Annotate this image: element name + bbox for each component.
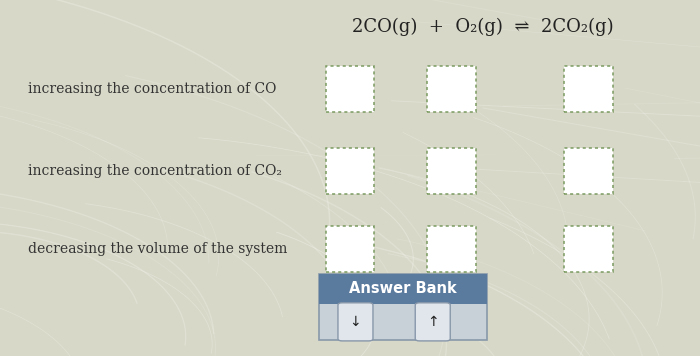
Bar [564,148,612,194]
Text: Answer Bank: Answer Bank [349,282,456,297]
Bar [564,66,612,112]
Bar [318,274,486,340]
Text: ↑: ↑ [427,315,439,329]
Bar [326,66,374,112]
Text: increasing the concentration of CO₂: increasing the concentration of CO₂ [28,164,282,178]
Bar [427,148,476,194]
FancyBboxPatch shape [338,303,373,341]
Text: ↓: ↓ [349,315,361,329]
Bar [564,226,612,272]
Text: increasing the concentration of CO: increasing the concentration of CO [28,82,276,96]
Bar [427,66,476,112]
Bar [326,226,374,272]
Text: decreasing the volume of the system: decreasing the volume of the system [28,242,288,256]
Text: 2CO(g)  +  O₂(g)  ⇌  2CO₂(g): 2CO(g) + O₂(g) ⇌ 2CO₂(g) [352,17,614,36]
Bar [427,226,476,272]
FancyBboxPatch shape [415,303,450,341]
Bar [326,148,374,194]
Bar [318,274,486,304]
